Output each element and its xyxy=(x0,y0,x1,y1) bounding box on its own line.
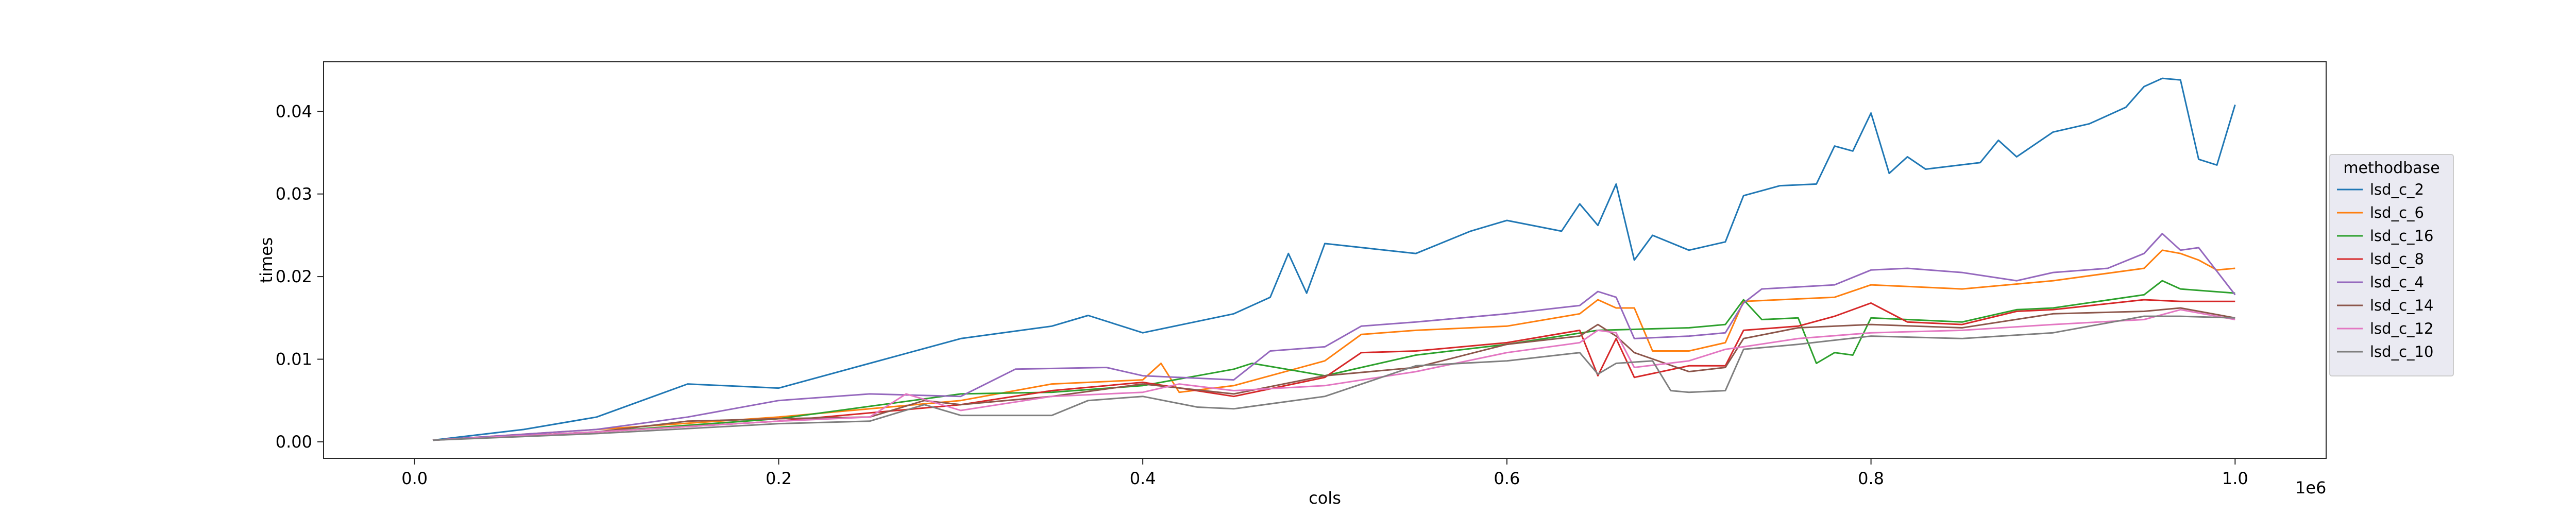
legend-label: lsd_c_6 xyxy=(2370,204,2424,221)
legend-label: lsd_c_4 xyxy=(2370,273,2424,291)
x-tick-label: 0.6 xyxy=(1494,469,1520,488)
series-line-lsd_c_2 xyxy=(432,77,2236,441)
series-line-lsd_c_4 xyxy=(432,233,2236,441)
x-axis-title: cols xyxy=(1309,488,1341,508)
legend-label: lsd_c_16 xyxy=(2370,227,2433,245)
y-tick-label: 0.04 xyxy=(276,101,312,121)
x-axis-offset-label: 1e6 xyxy=(2295,478,2326,497)
series-line-lsd_c_16 xyxy=(432,280,2235,441)
series-line-lsd_c_10 xyxy=(432,315,2235,441)
x-axis-ticks: 0.0 0.2 0.4 0.6 0.8 1.0 xyxy=(401,458,2248,488)
y-tick-label: 0.03 xyxy=(276,184,312,204)
y-tick-label: 0.00 xyxy=(276,432,312,452)
legend: methodbase lsd_c_2 lsd_c_6 lsd_c_16 lsd_c_8… xyxy=(2329,154,2454,376)
series-line-lsd_c_12 xyxy=(432,308,2235,441)
x-tick-label: 0.2 xyxy=(766,469,792,488)
x-tick-label: 0.4 xyxy=(1130,469,1156,488)
legend-items: lsd_c_2 lsd_c_6 lsd_c_16 lsd_c_8 lsd_c_4 lsd_… xyxy=(2337,181,2433,360)
x-tick-label: 1.0 xyxy=(2222,469,2248,488)
legend-label: lsd_c_8 xyxy=(2370,250,2424,268)
legend-title: methodbase xyxy=(2343,159,2439,177)
legend-box xyxy=(2329,154,2454,376)
x-tick-label: 0.0 xyxy=(401,469,428,488)
y-tick-label: 0.01 xyxy=(276,350,312,369)
x-tick-label: 0.8 xyxy=(1858,469,1884,488)
legend-label: lsd_c_12 xyxy=(2370,320,2433,337)
legend-label: lsd_c_14 xyxy=(2370,297,2433,314)
legend-label: lsd_c_10 xyxy=(2370,343,2433,360)
y-axis-title: times xyxy=(257,237,276,283)
legend-label: lsd_c_2 xyxy=(2370,181,2424,198)
series-line-lsd_c_14 xyxy=(432,307,2235,441)
plot-lines xyxy=(432,77,2236,441)
y-tick-label: 0.02 xyxy=(276,267,312,286)
series-line-lsd_c_8 xyxy=(432,299,2235,441)
series-line-lsd_c_6 xyxy=(432,249,2235,441)
axes-frame xyxy=(323,61,2327,459)
y-axis-ticks: 0.00 0.01 0.02 0.03 0.04 xyxy=(276,101,324,452)
